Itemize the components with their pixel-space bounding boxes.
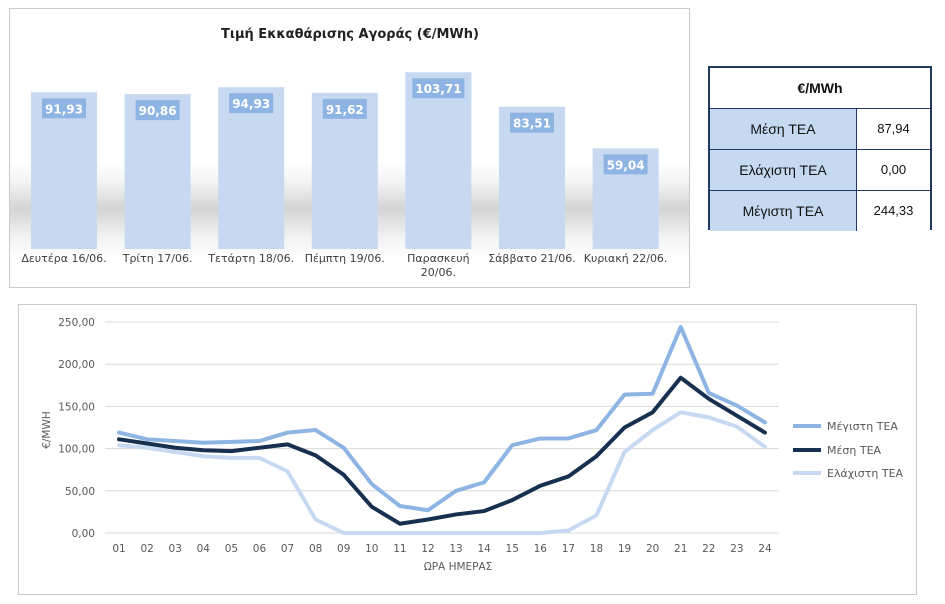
legend: Μέγιστη ΤΕΑ Μέση ΤΕΑ Ελάχιστη ΤΕΑ: [793, 420, 904, 480]
x-tick-label: 11: [393, 543, 406, 555]
bar-value-label: 103,71: [415, 82, 461, 96]
x-tick-label: 21: [674, 543, 687, 555]
bar-category-label: 20/06.: [421, 266, 456, 279]
bar: [31, 92, 97, 249]
legend-label: Ελάχιστη ΤΕΑ: [827, 467, 904, 480]
table-header: €/MWh: [710, 68, 930, 109]
bar-category-label: Δευτέρα 16/06.: [21, 252, 106, 265]
x-tick-labels: 01 02 03 04 05 06 07 08 09 10 11 12 13 14 15 16 17 18 19 20…: [112, 543, 772, 555]
bar-value-label-bg: [412, 78, 465, 99]
x-tick-label: 16: [534, 543, 548, 555]
y-tick-label: 150,00: [58, 401, 95, 413]
bar-category-label: Τρίτη 17/06.: [122, 252, 193, 265]
bar-value-label-bg: [229, 93, 274, 114]
x-tick-label: 07: [281, 543, 294, 555]
bar-value-label-bg: [322, 98, 367, 119]
bar-value-label-bg: [135, 100, 180, 121]
x-tick-label: 09: [337, 543, 350, 555]
x-tick-label: 24: [758, 543, 772, 555]
row-label-min: Ελάχιστη ΤΕΑ: [710, 150, 857, 190]
x-tick-label: 03: [169, 543, 182, 555]
bar-value-label: 94,93: [232, 97, 270, 111]
row-value-mean: 87,94: [857, 109, 930, 149]
bar-value-label-bg: [510, 112, 554, 133]
legend-label: Μέγιστη ΤΕΑ: [827, 420, 898, 433]
x-axis-label: ΩΡΑ ΗΜΕΡΑΣ: [424, 561, 493, 573]
table-row: Ελάχιστη ΤΕΑ 0,00: [710, 150, 930, 191]
x-tick-label: 06: [253, 543, 267, 555]
legend-label: Μέση ΤΕΑ: [827, 444, 882, 457]
bar-value-label-bg: [42, 98, 86, 119]
bar-category-label: Πέμπτη 19/06.: [305, 252, 385, 265]
y-axis-label: €/MWH: [41, 411, 53, 449]
line-chart-panel: 0,00 50,00 100,00 150,00 200,00 250,00 01 02 03…: [18, 304, 917, 595]
bar-value-label-bg: [603, 154, 648, 175]
bar-value-label: 91,62: [326, 103, 364, 117]
x-tick-label: 15: [506, 543, 519, 555]
bar-category-label: Τετάρτη 18/06.: [207, 252, 294, 265]
bar-value-label: 90,86: [139, 104, 177, 118]
x-tick-label: 23: [730, 543, 743, 555]
bar-value-label: 59,04: [607, 158, 645, 172]
bar-chart-panel: Τιμή Εκκαθάρισης Αγοράς (€/MWh) 91,93 Δευ…: [9, 8, 690, 288]
series-line-2: [117, 375, 767, 526]
bar-chart-title: Τιμή Εκκαθάρισης Αγοράς (€/MWh): [221, 27, 479, 42]
bar-value-label: 91,93: [45, 102, 83, 116]
series-line-3: [117, 410, 767, 535]
row-value-max: 244,33: [857, 191, 930, 231]
y-tick-label: 250,00: [58, 317, 95, 329]
bar-category-label: Σάββατο 21/06.: [488, 252, 576, 265]
y-tick-label: 200,00: [58, 359, 95, 371]
x-tick-label: 17: [562, 543, 575, 555]
bar-category-label: Παρασκευή: [407, 252, 470, 265]
x-tick-label: 10: [365, 543, 378, 555]
bar-chart: Τιμή Εκκαθάρισης Αγοράς (€/MWh) 91,93 Δευ…: [21, 27, 667, 279]
y-tick-label: 50,00: [65, 486, 95, 498]
x-tick-label: 13: [449, 543, 462, 555]
x-tick-label: 18: [590, 543, 603, 555]
row-value-min: 0,00: [857, 150, 930, 190]
x-tick-label: 04: [197, 543, 211, 555]
table-row: Μέση ΤΕΑ 87,94: [710, 109, 930, 150]
bar-value-label: 83,51: [513, 117, 551, 131]
y-tick-label: 100,00: [58, 444, 95, 456]
row-label-max: Μέγιστη ΤΕΑ: [710, 191, 857, 231]
x-tick-label: 01: [112, 543, 125, 555]
bar: [311, 92, 378, 249]
series-lines: [117, 325, 767, 535]
x-tick-label: 14: [477, 543, 491, 555]
x-tick-label: 05: [225, 543, 238, 555]
bar: [218, 87, 285, 249]
bar: [405, 72, 472, 249]
x-tick-label: 20: [646, 543, 659, 555]
line-chart: 0,00 50,00 100,00 150,00 200,00 250,00 01 02 03…: [41, 317, 904, 573]
y-tick-labels: 0,00 50,00 100,00 150,00 200,00 250,00: [58, 317, 95, 540]
price-stats-table: €/MWh Μέση ΤΕΑ 87,94 Ελάχιστη ΤΕΑ 0,00 Μ…: [708, 66, 932, 231]
bar-group: 91,93 Δευτέρα 16/06. 90,86 Τρίτη 17/06. 94,9…: [21, 72, 667, 279]
table-row: Μέγιστη ΤΕΑ 244,33: [710, 191, 930, 231]
x-tick-label: 22: [702, 543, 715, 555]
x-tick-label: 02: [140, 543, 153, 555]
y-tick-label: 0,00: [72, 528, 95, 540]
bar-category-label: Κυριακή 22/06.: [584, 252, 668, 265]
x-tick-label: 12: [421, 543, 434, 555]
row-label-mean: Μέση ΤΕΑ: [710, 109, 857, 149]
x-tick-label: 08: [309, 543, 322, 555]
series-line-1: [117, 325, 767, 513]
x-tick-label: 19: [618, 543, 631, 555]
